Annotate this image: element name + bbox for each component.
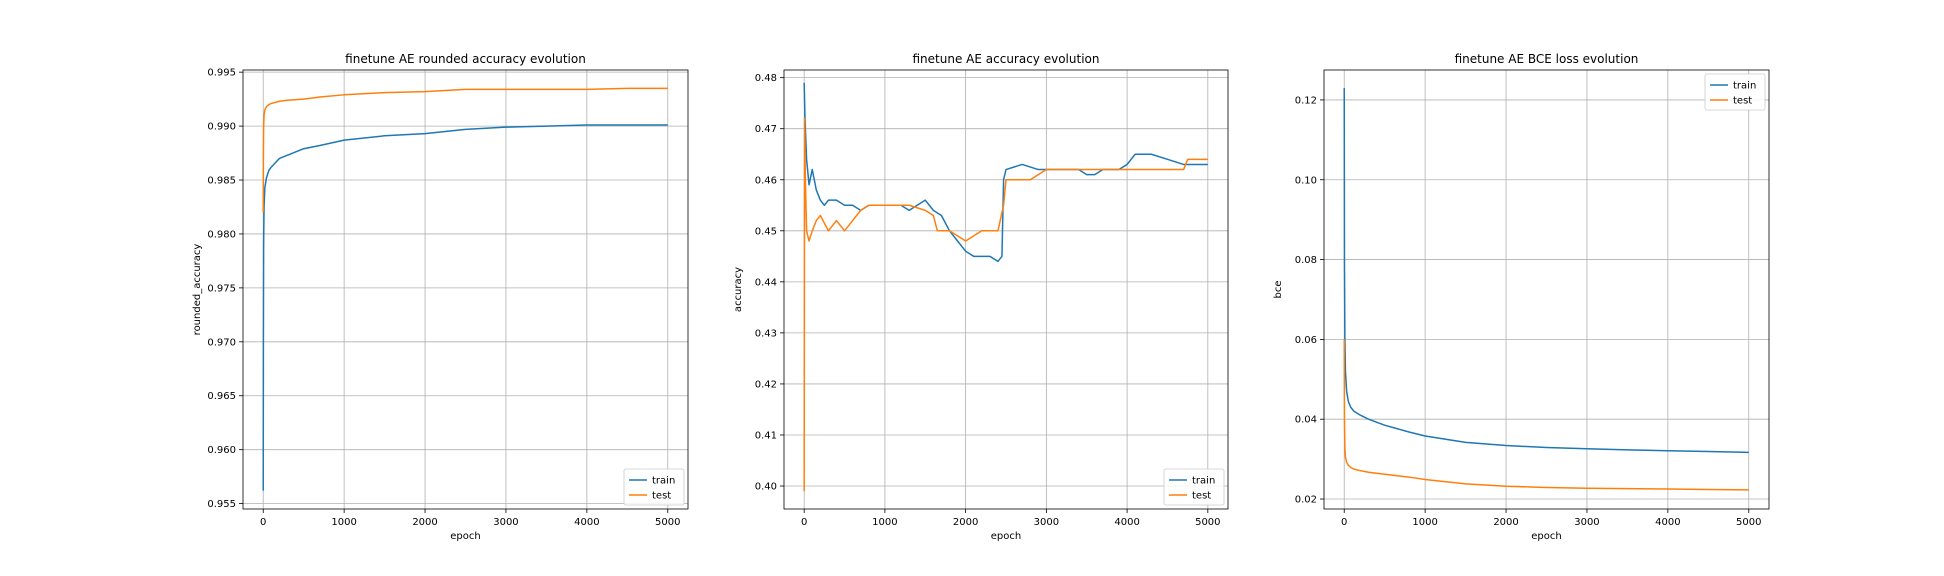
chart-title: finetune AE rounded accuracy evolution (345, 52, 586, 66)
x-tick-label: 2000 (1493, 517, 1518, 528)
chart-title: finetune AE BCE loss evolution (1455, 52, 1639, 66)
y-tick-label: 0.45 (755, 226, 777, 237)
x-tick-label: 0 (801, 517, 807, 528)
y-axis-label: bce (1273, 281, 1284, 299)
x-axis-label: epoch (450, 531, 480, 542)
x-tick-label: 3000 (1034, 517, 1059, 528)
chart-panel-1: 0 1000 2000 3000 4000 5000 0.955 0.960 0.965 0.97… (192, 52, 689, 542)
x-tick-label: 5000 (1736, 517, 1761, 528)
series-line-test (1343, 339, 1749, 491)
y-tick-label: 0.44 (755, 277, 777, 288)
y-tick-label: 0.995 (207, 68, 236, 79)
x-tick-label: 0 (1341, 517, 1347, 528)
legend: train test (1704, 73, 1766, 111)
y-tick-label: 0.04 (1295, 415, 1317, 426)
legend-label-train: train (652, 476, 675, 487)
legend-box (1704, 73, 1766, 111)
legend-label-train: train (1192, 476, 1215, 487)
x-axis-label: epoch (1531, 531, 1561, 542)
y-tick-label: 0.48 (755, 73, 777, 84)
y-axis-label: rounded_accuracy (192, 244, 203, 336)
y-tick-label: 0.41 (755, 430, 777, 441)
y-axis-label: accuracy (733, 267, 744, 312)
y-tick-label: 0.10 (1295, 175, 1317, 186)
y-tick-label: 0.965 (207, 391, 236, 402)
legend-label-test: test (1733, 96, 1752, 107)
series-line-train (1343, 87, 1749, 454)
series-line-test (803, 117, 1208, 492)
plot-frame (242, 69, 689, 510)
legend-box (1163, 468, 1225, 506)
y-tick-label: 0.970 (207, 337, 236, 348)
chart-panel-3: 0 1000 2000 3000 4000 5000 0.02 0.04 0.06 0.08 0.1… (1273, 52, 1770, 542)
y-tick-label: 0.960 (207, 445, 236, 456)
legend-label-test: test (1192, 491, 1211, 502)
grid (243, 70, 688, 509)
y-tick-label: 0.02 (1295, 495, 1317, 506)
legend-label-train: train (1733, 81, 1756, 92)
y-tick-label: 0.990 (207, 122, 236, 133)
y-tick-label: 0.955 (207, 499, 236, 510)
y-tick-label: 0.06 (1295, 335, 1317, 346)
y-tick-label: 0.980 (207, 229, 236, 240)
y-tick-label: 0.08 (1295, 255, 1317, 266)
plot-frame (783, 69, 1229, 510)
legend: train test (623, 468, 685, 506)
x-tick-label: 2000 (412, 517, 437, 528)
y-tick-label: 0.12 (1295, 95, 1317, 106)
x-tick-label: 4000 (1114, 517, 1139, 528)
x-tick-label: 3000 (1574, 517, 1599, 528)
series-line-train (262, 124, 668, 491)
legend-label-test: test (652, 491, 671, 502)
x-tick-label: 4000 (1655, 517, 1680, 528)
x-tick-label: 3000 (493, 517, 518, 528)
x-tick-label: 4000 (574, 517, 599, 528)
y-tick-label: 0.40 (755, 482, 777, 493)
x-tick-label: 1000 (1412, 517, 1437, 528)
chart-panel-2: 0 1000 2000 3000 4000 5000 0.40 0.41 0.42 0.43 0.4… (733, 52, 1229, 542)
series-line-test (262, 87, 668, 213)
x-tick-label: 1000 (872, 517, 897, 528)
plot-frame (1323, 69, 1770, 510)
legend: train test (1163, 468, 1225, 506)
x-tick-label: 1000 (331, 517, 356, 528)
x-tick-label: 5000 (1195, 517, 1220, 528)
y-tick-label: 0.43 (755, 328, 777, 339)
x-tick-label: 0 (260, 517, 266, 528)
x-tick-label: 2000 (953, 517, 978, 528)
y-tick-label: 0.42 (755, 379, 777, 390)
x-axis-label: epoch (991, 531, 1021, 542)
y-tick-label: 0.47 (755, 124, 777, 135)
y-tick-label: 0.46 (755, 175, 777, 186)
y-tick-label: 0.975 (207, 283, 236, 294)
legend-box (623, 468, 685, 506)
x-tick-label: 5000 (655, 517, 680, 528)
y-tick-label: 0.985 (207, 176, 236, 187)
chart-title: finetune AE accuracy evolution (913, 52, 1100, 66)
